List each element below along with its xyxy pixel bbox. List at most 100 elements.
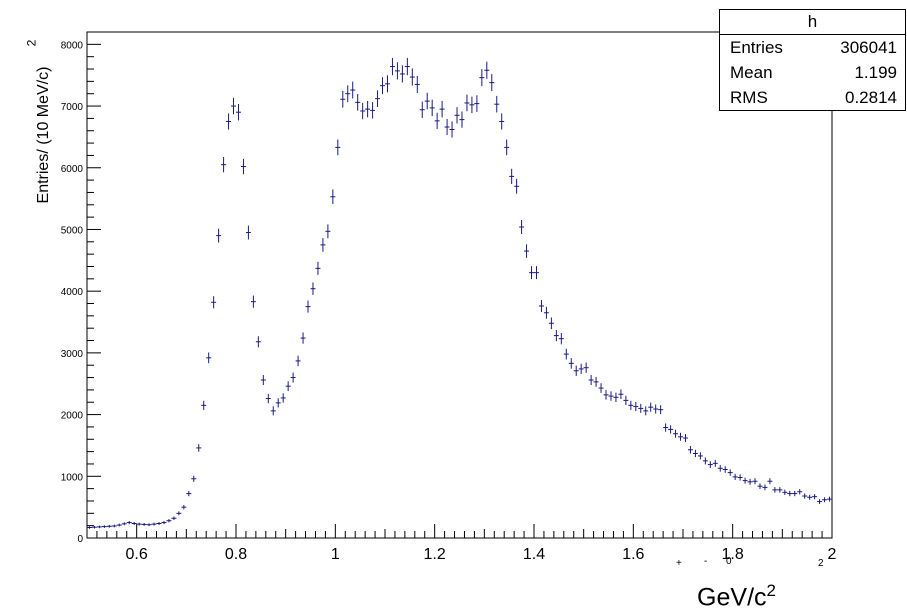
data-point [394, 62, 400, 80]
data-point [181, 504, 187, 510]
data-point [414, 75, 420, 93]
data-point [543, 306, 549, 319]
data-point [807, 494, 813, 500]
data-point [136, 522, 142, 526]
data-point [126, 521, 132, 525]
data-point [797, 489, 803, 495]
data-point [568, 358, 574, 369]
data-point [538, 299, 544, 313]
data-point [578, 363, 584, 375]
data-point [623, 395, 629, 406]
data-point [638, 403, 644, 413]
data-point [360, 102, 366, 120]
data-point [603, 390, 609, 400]
y-tick-label: 6000 [61, 164, 84, 175]
data-point [732, 473, 738, 481]
data-point [305, 300, 311, 313]
data-point [663, 423, 669, 432]
data-point [131, 521, 137, 526]
data-point [737, 474, 743, 481]
data-point [697, 452, 703, 460]
stats-row-mean: Mean 1.199 [720, 60, 905, 85]
data-point [121, 522, 127, 526]
data-point [747, 478, 753, 485]
data-point [240, 158, 246, 175]
stray-mark-zero: 0 [726, 556, 732, 567]
x-tick-label: 1.4 [523, 546, 545, 563]
stats-row-entries: Entries 306041 [720, 35, 905, 60]
data-point [588, 375, 594, 386]
data-point [548, 317, 554, 330]
data-point [151, 522, 157, 526]
data-point [494, 95, 500, 113]
stray-mark-plus: + [676, 558, 682, 569]
data-point [479, 69, 485, 87]
data-point [474, 95, 480, 112]
data-point [717, 464, 723, 472]
x-axis-title: GeV/c2 [697, 581, 776, 612]
data-point [116, 523, 122, 527]
y-tick-label: 7000 [61, 102, 84, 113]
data-point [166, 519, 172, 523]
data-point [434, 112, 440, 129]
data-point [245, 225, 251, 240]
data-point [191, 475, 197, 482]
data-point [315, 261, 321, 275]
y-tick-label: 8000 [61, 40, 84, 51]
x-tick-label: 1.2 [424, 546, 446, 563]
data-point [146, 523, 152, 527]
data-point [389, 57, 395, 76]
data-point [692, 449, 698, 458]
data-point [96, 525, 102, 529]
data-point [573, 365, 579, 376]
y-tick-label: 5000 [61, 225, 84, 236]
data-point [519, 219, 525, 235]
data-point [216, 228, 222, 243]
data-point [504, 139, 510, 156]
data-point [752, 478, 758, 485]
data-point [310, 282, 316, 295]
data-point [385, 75, 390, 93]
data-point [757, 483, 763, 490]
data-point [449, 121, 455, 138]
data-point [340, 90, 346, 108]
data-point [106, 524, 112, 528]
data-point [618, 389, 624, 399]
data-point [176, 511, 182, 516]
data-point [563, 348, 569, 360]
data-point [787, 490, 793, 497]
y-tick-label: 4000 [61, 287, 84, 298]
x-axis-title-superscript: 2 [766, 581, 776, 600]
data-point [330, 189, 336, 205]
data-point [320, 238, 326, 252]
stats-value: 306041 [840, 38, 897, 57]
data-point [439, 100, 445, 118]
data-point [424, 92, 430, 110]
stats-box: h Entries 306041 Mean 1.199 RMS 0.2814 [719, 9, 906, 111]
data-point [250, 295, 256, 308]
data-point [608, 391, 614, 401]
data-point [101, 525, 107, 528]
data-point [141, 522, 147, 526]
data-point [658, 405, 664, 415]
data-point [529, 266, 534, 280]
x-tick-label: 2 [828, 546, 837, 563]
data-point [111, 524, 117, 528]
data-point [156, 521, 162, 526]
stats-title: h [720, 10, 905, 35]
data-point [484, 61, 490, 79]
data-point [201, 400, 207, 410]
data-point [270, 406, 276, 416]
data-point [499, 113, 505, 130]
y-tick-label: 1000 [61, 472, 84, 483]
data-point [712, 459, 718, 467]
data-point [285, 381, 291, 392]
stats-value: 1.199 [854, 63, 897, 82]
stats-label: RMS [730, 88, 768, 107]
x-tick-label: 0.6 [126, 546, 148, 563]
data-point [613, 392, 619, 403]
data-point [653, 404, 659, 414]
x-tick-label: 0.8 [225, 546, 247, 563]
data-point [255, 336, 261, 348]
